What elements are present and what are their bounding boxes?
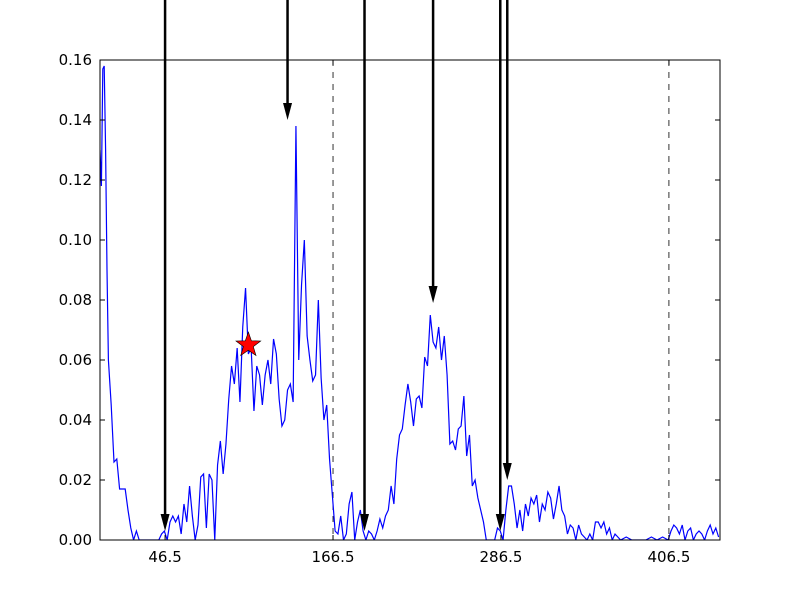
arrow-head-5 <box>502 463 512 480</box>
x-tick-label-1: 166.5 <box>312 548 355 566</box>
series-line-0 <box>100 65 720 540</box>
y-tick-label-3: 0.06 <box>59 351 92 369</box>
arrow-head-4 <box>495 514 505 531</box>
arrow-head-3 <box>428 286 438 303</box>
y-tick-label-2: 0.04 <box>59 411 92 429</box>
x-tick-label-0: 46.5 <box>148 548 181 566</box>
arrow-head-2 <box>360 514 370 531</box>
x-tick-label-2: 286.5 <box>479 548 522 566</box>
star-marker-0 <box>235 331 262 357</box>
arrow-head-1 <box>283 103 293 120</box>
y-tick-label-0: 0.00 <box>59 531 92 549</box>
x-tick-label-3: 406.5 <box>647 548 690 566</box>
y-tick-label-5: 0.10 <box>59 231 92 249</box>
y-tick-label-8: 0.16 <box>59 51 92 69</box>
arrow-head-0 <box>160 514 170 531</box>
y-tick-label-7: 0.14 <box>59 111 92 129</box>
y-tick-label-6: 0.12 <box>59 171 92 189</box>
y-tick-label-4: 0.08 <box>59 291 92 309</box>
y-tick-label-1: 0.02 <box>59 471 92 489</box>
